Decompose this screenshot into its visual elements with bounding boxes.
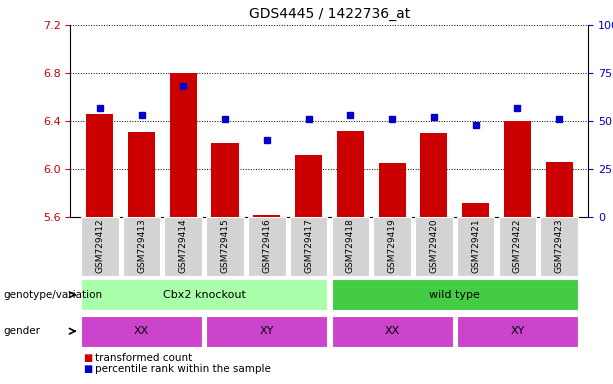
Bar xyxy=(546,162,573,217)
Bar xyxy=(164,217,202,276)
Bar xyxy=(332,279,578,310)
Text: GSM729414: GSM729414 xyxy=(179,219,188,273)
Text: ■: ■ xyxy=(83,353,92,363)
Text: GSM729423: GSM729423 xyxy=(555,219,564,273)
Bar xyxy=(170,73,197,217)
Text: percentile rank within the sample: percentile rank within the sample xyxy=(95,364,271,374)
Bar xyxy=(504,121,531,217)
Bar xyxy=(81,316,202,347)
Bar xyxy=(379,163,406,217)
Bar xyxy=(206,316,327,347)
Text: Cbx2 knockout: Cbx2 knockout xyxy=(162,290,246,300)
Text: XX: XX xyxy=(384,326,400,336)
Text: transformed count: transformed count xyxy=(95,353,192,363)
Bar xyxy=(211,142,238,217)
Text: GSM729416: GSM729416 xyxy=(262,219,272,273)
Bar xyxy=(541,217,578,276)
Text: wild type: wild type xyxy=(429,290,480,300)
Bar xyxy=(248,217,286,276)
Bar xyxy=(332,217,369,276)
Bar xyxy=(462,203,489,217)
Bar xyxy=(86,114,113,217)
Text: GSM729413: GSM729413 xyxy=(137,219,146,273)
Bar xyxy=(457,217,495,276)
Bar xyxy=(337,131,364,217)
Text: GSM729417: GSM729417 xyxy=(304,219,313,273)
Text: genotype/variation: genotype/variation xyxy=(3,290,102,300)
Bar xyxy=(332,316,453,347)
Text: XX: XX xyxy=(134,326,149,336)
Text: XY: XY xyxy=(510,326,525,336)
Bar xyxy=(206,217,244,276)
Bar xyxy=(373,217,411,276)
Bar xyxy=(290,217,327,276)
Bar xyxy=(295,155,322,217)
Text: GSM729412: GSM729412 xyxy=(95,219,104,273)
Text: GSM729415: GSM729415 xyxy=(221,219,229,273)
Bar xyxy=(457,316,578,347)
Text: GSM729418: GSM729418 xyxy=(346,219,355,273)
Bar xyxy=(81,217,118,276)
Bar xyxy=(123,217,161,276)
Text: GSM729419: GSM729419 xyxy=(387,219,397,273)
Bar xyxy=(253,215,280,217)
Text: gender: gender xyxy=(3,326,40,336)
Text: XY: XY xyxy=(260,326,274,336)
Bar xyxy=(128,132,155,217)
Text: GSM729422: GSM729422 xyxy=(513,219,522,273)
Text: GSM729421: GSM729421 xyxy=(471,219,480,273)
Text: GSM729420: GSM729420 xyxy=(430,219,438,273)
Bar xyxy=(415,217,453,276)
Bar xyxy=(421,133,447,217)
Bar xyxy=(498,217,536,276)
Text: ■: ■ xyxy=(83,364,92,374)
Bar xyxy=(81,279,327,310)
Title: GDS4445 / 1422736_at: GDS4445 / 1422736_at xyxy=(249,7,410,21)
